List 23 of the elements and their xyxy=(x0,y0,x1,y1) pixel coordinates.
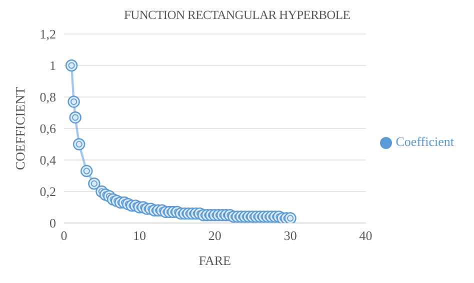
y-tick-label: 0,8 xyxy=(40,90,56,105)
y-tick-label: 1,2 xyxy=(40,26,56,42)
x-axis-title: FARE xyxy=(198,253,232,268)
x-tick-label: 10 xyxy=(132,228,146,244)
point xyxy=(284,212,296,223)
point xyxy=(72,138,86,150)
x-tick-label: 0 xyxy=(60,228,68,244)
y-tick-label: 0 xyxy=(50,216,56,231)
x-tick-label: 30 xyxy=(284,228,297,244)
x-tick-label: 40 xyxy=(359,228,372,244)
point xyxy=(69,111,82,124)
y-tick-label: 0,6 xyxy=(40,121,56,136)
point xyxy=(68,96,80,108)
point xyxy=(88,178,100,190)
chart-title: FUNCTION RECTANGULAR HYPERBOLE xyxy=(122,8,352,23)
point xyxy=(80,164,93,178)
y-tick-label: 0,2 xyxy=(40,184,56,200)
x-tick-label: 20 xyxy=(208,228,222,244)
y-axis-title: COEFFICIENT xyxy=(12,86,28,170)
point xyxy=(65,59,78,72)
legend-label: Coefficient xyxy=(396,134,454,148)
y-tick-label: 0,4 xyxy=(40,152,56,168)
y-tick-label: 1 xyxy=(50,58,56,74)
